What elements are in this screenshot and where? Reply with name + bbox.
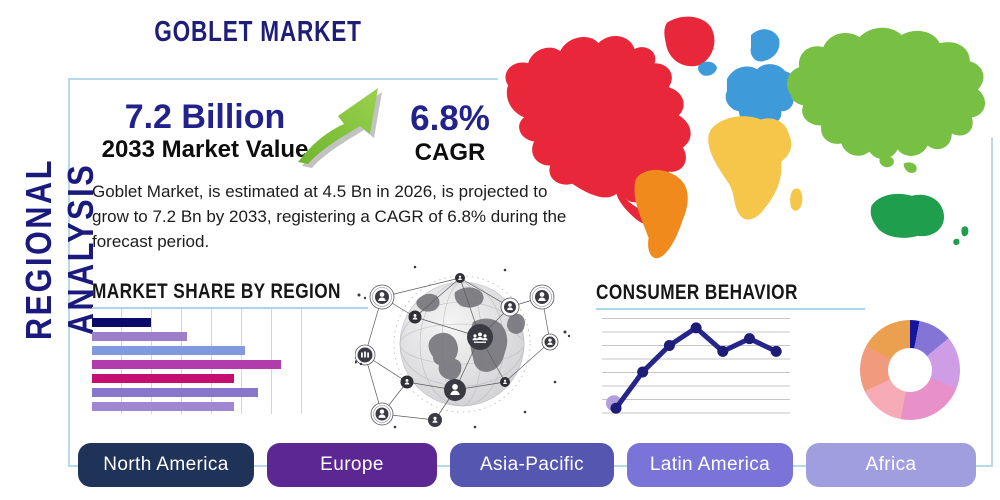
map-continent-south-america [634, 169, 688, 259]
person-node-icon [500, 297, 520, 317]
person-node-icon [455, 273, 465, 283]
map-continent-asia [786, 27, 986, 159]
person-node-icon [369, 284, 395, 310]
people-group-node-icon [467, 324, 493, 350]
data-point-1 [637, 366, 649, 378]
person-node-icon [444, 379, 466, 401]
map-continent-australia [870, 193, 944, 238]
consumer-behavior-section-title: CONSUMER BEHAVIOR [596, 281, 865, 310]
data-point-3 [690, 322, 702, 334]
region-button-latin-america[interactable]: Latin America [627, 443, 793, 487]
map-japan [965, 100, 979, 117]
network-nodes [355, 273, 559, 427]
region-button-asia-pacific[interactable]: Asia-Pacific [450, 443, 614, 487]
region-button-row: North America Europe Asia-Pacific Latin Ame… [78, 443, 976, 487]
data-point-5 [744, 333, 755, 345]
map-new-zealand [953, 226, 969, 246]
bar-5 [92, 388, 258, 397]
market-value-stat: 7.2 Billion [124, 98, 286, 136]
node-dot [500, 377, 510, 387]
map-greenland [664, 16, 715, 67]
data-point-4 [717, 345, 729, 357]
map-madagascar [790, 188, 803, 211]
data-point-6 [770, 345, 782, 357]
consumer-behavior-line-chart [606, 322, 782, 414]
map-iceland [698, 61, 717, 76]
cagr-label: CAGR [414, 139, 486, 166]
globe-continents [416, 287, 525, 380]
bar-4 [92, 374, 234, 383]
bar-0 [92, 318, 151, 327]
person-node-icon [400, 375, 414, 389]
person-node-icon [428, 413, 442, 427]
line-chart-gridlines [602, 318, 790, 418]
person-node-icon [370, 402, 394, 426]
market-description: Goblet Market, is estimated at 4.5 Bn in… [92, 182, 567, 251]
globe-sphere [400, 282, 524, 406]
region-button-europe[interactable]: Europe [267, 443, 437, 487]
person-node-icon [529, 284, 555, 310]
map-continent-europe [725, 64, 795, 124]
data-point-0 [610, 402, 622, 414]
globe-network-graphic [355, 265, 570, 429]
bar-3 [92, 360, 281, 369]
scatter-dots [355, 265, 570, 429]
sidebar-vertical-label: REGIONAL ANALYSIS [18, 158, 101, 340]
person-node-icon [408, 310, 422, 324]
bar-2 [92, 346, 245, 355]
region-button-africa[interactable]: Africa [806, 443, 976, 487]
map-continent-africa [708, 116, 792, 220]
market-share-bar-chart [92, 318, 281, 411]
region-button-north-america[interactable]: North America [78, 443, 254, 487]
growth-arrow-icon [298, 88, 382, 168]
donut-chart-hole [888, 348, 932, 392]
cagr-stat: 6.8% [410, 99, 490, 138]
bar-6 [92, 402, 234, 411]
map-island-1 [879, 155, 894, 168]
bar-1 [92, 332, 187, 341]
map-island-2 [903, 162, 917, 173]
world-map [498, 6, 1000, 259]
market-value-label: 2033 Market Value [101, 136, 309, 163]
data-point-2 [663, 339, 675, 351]
map-scandinavia [750, 29, 780, 62]
market-share-section-title: MARKET SHARE BY REGION [92, 280, 368, 309]
group-node-icon [355, 344, 376, 366]
person-node-icon [541, 333, 559, 351]
page-title: GOBLET MARKET [154, 16, 362, 48]
